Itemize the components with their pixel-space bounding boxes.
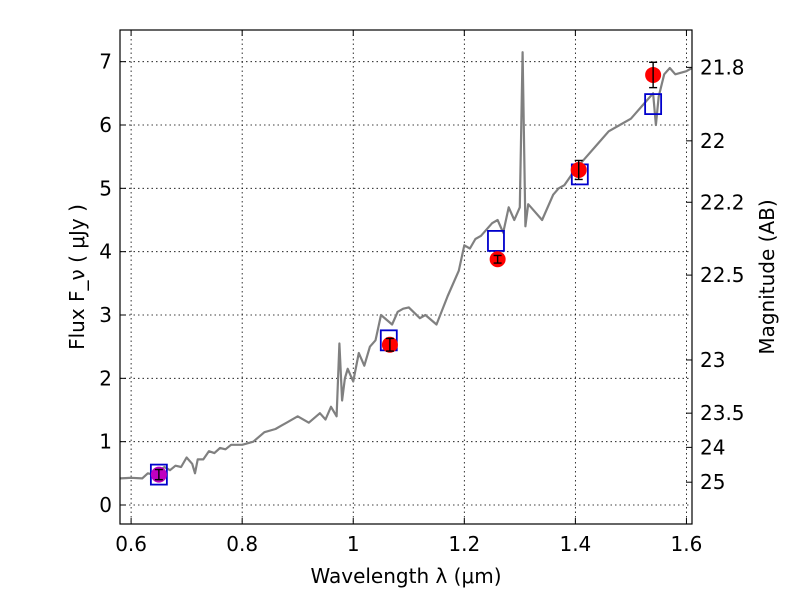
x-tick-label: 1.2 xyxy=(448,532,480,556)
x-axis-label: Wavelength λ (μm) xyxy=(310,564,501,588)
y-tick-label: 7 xyxy=(99,50,112,74)
y-tick-label: 4 xyxy=(99,240,112,264)
x-tick-label: 0.8 xyxy=(226,532,258,556)
y-axis-label: Flux F_ν ( μJy ) xyxy=(65,204,89,350)
right-axis-ticks: 21.8 22 22.2 22.5 23 23.5 24 25 xyxy=(686,55,745,494)
right-axis-label: Magnitude (AB) xyxy=(755,199,779,354)
model-point xyxy=(487,229,505,252)
right-tick-label: 23 xyxy=(700,348,725,372)
y-axis-ticks: 0 1 2 3 4 5 6 7 xyxy=(99,50,126,517)
y-tick-label: 6 xyxy=(99,113,112,137)
y-tick-label: 3 xyxy=(99,303,112,327)
right-tick-label: 22.5 xyxy=(700,263,745,287)
model-points xyxy=(149,93,663,486)
right-tick-label: 25 xyxy=(700,470,725,494)
right-tick-label: 21.8 xyxy=(700,55,745,79)
y-tick-label: 5 xyxy=(99,176,112,200)
x-tick-label: 1.4 xyxy=(559,532,591,556)
spectrum-series xyxy=(119,51,693,480)
right-tick-label: 22.2 xyxy=(700,190,745,214)
y-tick-label: 1 xyxy=(99,430,112,454)
x-tick-label: 0.6 xyxy=(115,532,147,556)
spectrum-line xyxy=(119,51,693,480)
observed-points xyxy=(150,61,662,483)
grid-lines xyxy=(120,30,692,524)
y-tick-label: 2 xyxy=(99,366,112,390)
x-tick-label: 1 xyxy=(347,532,360,556)
plot-frame xyxy=(119,29,693,525)
y-tick-label: 0 xyxy=(99,493,112,517)
model-point xyxy=(644,93,663,115)
right-tick-label: 22 xyxy=(700,129,725,153)
right-tick-label: 24 xyxy=(700,435,725,459)
right-tick-label: 23.5 xyxy=(700,401,745,425)
x-tick-label: 1.6 xyxy=(671,532,703,556)
x-axis-ticks: 0.6 0.8 1 1.2 1.4 1.6 xyxy=(115,30,702,556)
